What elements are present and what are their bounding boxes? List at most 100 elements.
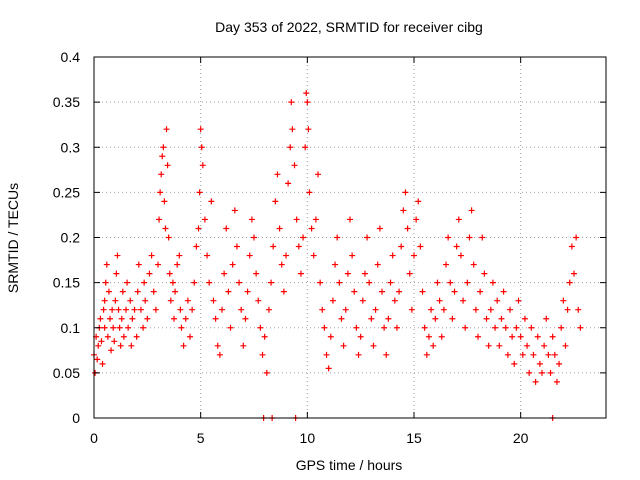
data-point [101, 297, 108, 304]
data-point [189, 306, 196, 313]
data-point [244, 288, 251, 295]
data-point [451, 288, 458, 295]
data-point [158, 171, 165, 178]
data-point [460, 297, 467, 304]
data-point [223, 225, 230, 232]
data-point [479, 234, 486, 241]
data-point [109, 306, 116, 313]
data-point [100, 306, 107, 313]
data-point [357, 333, 364, 340]
data-point [166, 270, 173, 277]
data-point [233, 243, 240, 250]
data-point [428, 306, 435, 313]
data-point [329, 297, 336, 304]
data-point [404, 225, 411, 232]
data-point [280, 288, 287, 295]
data-point [355, 351, 362, 358]
data-point [558, 324, 565, 331]
data-point [101, 324, 108, 331]
data-point [509, 333, 516, 340]
data-point [99, 360, 106, 367]
data-point [152, 306, 159, 313]
data-point [238, 306, 245, 313]
data-point [257, 324, 264, 331]
data-point [312, 216, 319, 223]
data-point [141, 279, 148, 286]
y-tick-label: 0.4 [61, 49, 81, 65]
y-tick-label: 0.2 [61, 230, 81, 246]
data-point [483, 315, 490, 322]
data-point [176, 252, 183, 259]
data-point [120, 333, 127, 340]
data-point [146, 270, 153, 277]
data-point [383, 351, 390, 358]
y-tick-label: 0.35 [53, 94, 80, 110]
data-point [177, 306, 184, 313]
data-point [229, 261, 236, 268]
data-point [265, 306, 272, 313]
data-point [374, 261, 381, 268]
data-point [305, 126, 312, 133]
data-point [112, 297, 119, 304]
data-point [306, 189, 313, 196]
data-point [246, 252, 253, 259]
data-point [487, 306, 494, 313]
data-point [571, 270, 577, 277]
data-point [248, 216, 255, 223]
data-point [144, 315, 151, 322]
data-point [528, 324, 535, 331]
data-point [464, 279, 471, 286]
data-point [127, 297, 134, 304]
data-point [532, 378, 539, 385]
data-point [157, 189, 164, 196]
data-point [470, 261, 477, 268]
data-point [481, 270, 488, 277]
data-point [274, 171, 281, 178]
data-point [430, 342, 437, 349]
data-point [110, 324, 117, 331]
data-point [402, 189, 409, 196]
y-tick-label: 0 [72, 410, 80, 426]
data-point [494, 297, 501, 304]
data-point [119, 288, 126, 295]
y-tick-label: 0.1 [61, 320, 81, 336]
data-point [128, 342, 135, 349]
data-point [566, 279, 573, 286]
data-point [291, 162, 298, 169]
x-axis-label: GPS time / hours [296, 457, 403, 473]
y-tick-label: 0.15 [53, 275, 80, 291]
data-point [193, 243, 200, 250]
data-point [105, 288, 112, 295]
data-point [164, 162, 171, 169]
data-point [543, 315, 550, 322]
data-point [530, 351, 537, 358]
data-point [434, 279, 441, 286]
data-point [196, 189, 203, 196]
data-point [113, 270, 120, 277]
data-point [536, 360, 543, 367]
data-point [466, 234, 473, 241]
data-point [174, 261, 181, 268]
data-point [227, 324, 234, 331]
data-point [283, 252, 289, 259]
data-point [372, 306, 379, 313]
data-point [353, 324, 360, 331]
data-point [150, 288, 157, 295]
data-point [103, 261, 110, 268]
data-point [391, 297, 398, 304]
data-point [361, 270, 368, 277]
data-point [180, 342, 187, 349]
data-point [568, 243, 575, 250]
data-point [447, 279, 454, 286]
data-point [300, 234, 307, 241]
data-point [184, 297, 191, 304]
data-point [389, 252, 396, 259]
data-point [270, 243, 277, 250]
x-tick-label: 10 [300, 430, 316, 446]
data-point [272, 198, 279, 205]
data-point [396, 288, 403, 295]
data-point [485, 342, 492, 349]
data-point [321, 324, 328, 331]
data-point [124, 279, 131, 286]
